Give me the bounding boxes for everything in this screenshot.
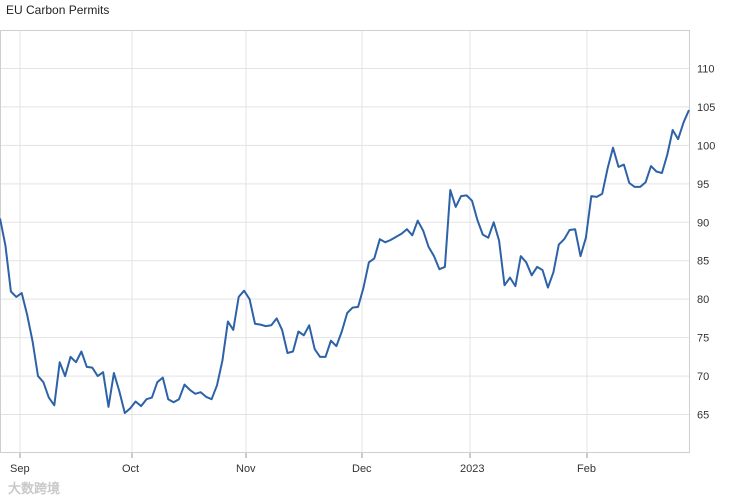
y-tick-label-4: 85 bbox=[697, 256, 709, 268]
x-tick-label-0: Sep bbox=[10, 463, 30, 475]
series-line-0 bbox=[0, 109, 690, 414]
x-tick-label-4: 2023 bbox=[460, 463, 484, 475]
x-tick-label-2: Nov bbox=[236, 463, 256, 475]
chart-title: EU Carbon Permits bbox=[6, 3, 110, 17]
y-tick-label-5: 90 bbox=[697, 217, 709, 229]
x-tick-label-1: Oct bbox=[122, 463, 139, 475]
y-tick-label-1: 70 bbox=[697, 371, 709, 383]
y-tick-label-0: 65 bbox=[697, 410, 709, 422]
y-tick-label-2: 75 bbox=[697, 333, 709, 345]
x-tick-label-5: Feb bbox=[577, 463, 596, 475]
y-tick-label-7: 100 bbox=[697, 140, 715, 152]
y-tick-label-6: 95 bbox=[697, 179, 709, 191]
plot-area-border bbox=[0, 30, 690, 453]
x-tick-label-3: Dec bbox=[352, 463, 372, 475]
y-tick-label-3: 80 bbox=[697, 294, 709, 306]
watermark: 大数跨境 bbox=[8, 481, 61, 496]
y-tick-label-9: 110 bbox=[697, 63, 715, 75]
y-tick-label-8: 105 bbox=[697, 102, 715, 114]
